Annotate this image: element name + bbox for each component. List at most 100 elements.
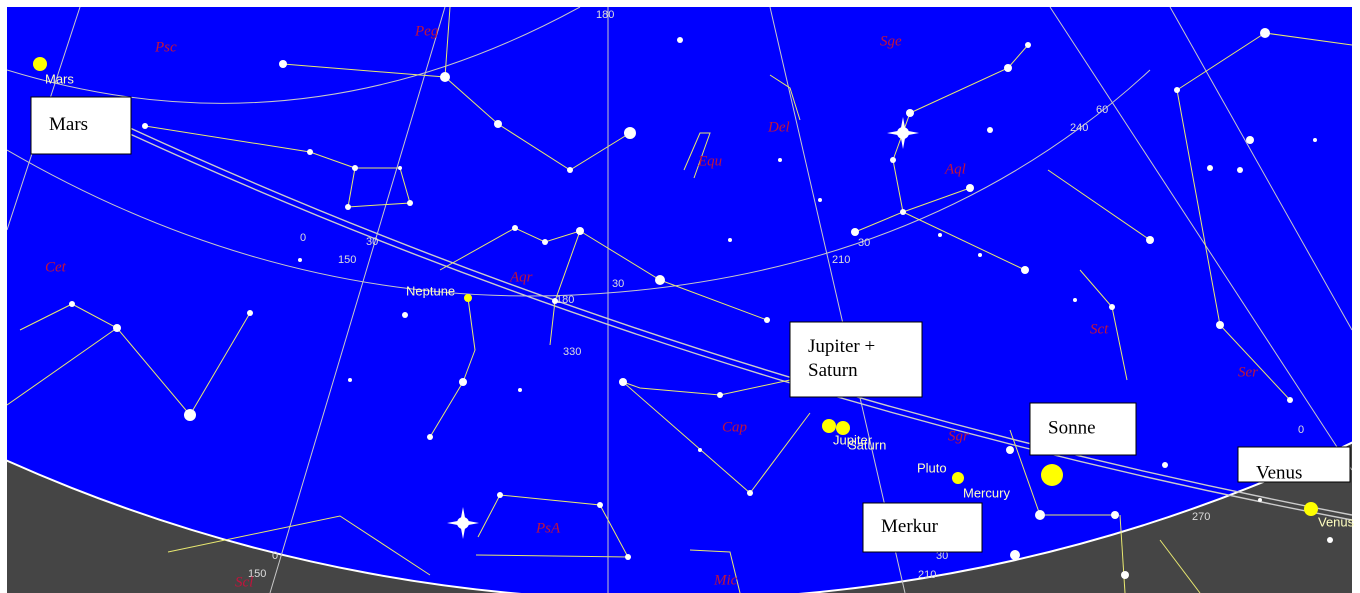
- star: [567, 167, 573, 173]
- bright-star-core: [457, 517, 469, 529]
- star: [1287, 397, 1293, 403]
- callout-box: [30, 96, 132, 155]
- star: [619, 378, 627, 386]
- star: [1162, 462, 1168, 468]
- line: [683, 132, 711, 179]
- star: [352, 165, 358, 171]
- constellation-name: Aql: [944, 161, 966, 177]
- star: [307, 149, 313, 155]
- star: [978, 253, 982, 257]
- star: [1246, 136, 1254, 144]
- star: [1313, 138, 1317, 142]
- star: [1109, 304, 1115, 310]
- line: [1159, 539, 1201, 593]
- grid-label: 210: [832, 254, 850, 266]
- line: [444, 7, 451, 78]
- constellation-name: PsA: [535, 520, 561, 536]
- constellation-name: Sge: [880, 33, 902, 49]
- star: [987, 127, 993, 133]
- callout-box: [862, 502, 983, 553]
- constellation-name: Sgr: [948, 428, 969, 444]
- grid-label: 0: [272, 550, 278, 562]
- grid-label: 30: [612, 278, 624, 290]
- star: [1174, 87, 1180, 93]
- star: [1258, 498, 1262, 502]
- constellation-name: Psc: [154, 39, 177, 55]
- star: [764, 317, 770, 323]
- star: [459, 378, 467, 386]
- star: [938, 233, 942, 237]
- star: [576, 227, 584, 235]
- star: [597, 502, 603, 508]
- line: [769, 7, 906, 593]
- star: [1146, 236, 1154, 244]
- constellation-name: Mic: [713, 572, 738, 588]
- star: [142, 123, 148, 129]
- callout-label: Saturn: [808, 360, 858, 381]
- callout-box: [1029, 402, 1137, 456]
- star: [298, 258, 302, 262]
- star: [402, 312, 408, 318]
- grid-label: 270: [1192, 511, 1210, 523]
- grid-label: 180: [596, 9, 614, 21]
- callout-label: Mars: [49, 114, 88, 135]
- star: [279, 60, 287, 68]
- planet: [1041, 464, 1063, 486]
- star: [398, 166, 402, 170]
- planet: [1304, 502, 1318, 516]
- star: [440, 72, 450, 82]
- grid-label: 30: [858, 237, 870, 249]
- planet-label: Venus: [1318, 514, 1355, 529]
- callout-label: Merkur: [881, 516, 939, 537]
- line: [1049, 7, 1352, 471]
- callout-box: [1237, 446, 1351, 483]
- star: [624, 127, 636, 139]
- ecliptic: [129, 127, 1352, 521]
- line: [1169, 7, 1352, 331]
- star: [348, 378, 352, 382]
- star: [1010, 550, 1020, 560]
- star: [818, 198, 822, 202]
- star: [407, 200, 413, 206]
- star: [113, 324, 121, 332]
- grid-label: 150: [338, 254, 356, 266]
- constellation-name: Scl: [235, 574, 253, 590]
- callout-label: Sonne: [1048, 417, 1096, 438]
- star: [1237, 167, 1243, 173]
- star: [427, 434, 433, 440]
- planet: [836, 421, 850, 435]
- line: [1119, 514, 1126, 593]
- planet: [952, 472, 964, 484]
- line: [439, 227, 581, 346]
- constellation-name: Peg: [414, 23, 439, 39]
- grid-label: 150: [248, 568, 266, 580]
- star: [966, 184, 974, 192]
- star: [247, 310, 253, 316]
- star: [497, 492, 503, 498]
- planet-label: Neptune: [406, 283, 455, 298]
- line: [902, 187, 971, 213]
- grid-label: 240: [1070, 122, 1088, 134]
- planet: [464, 294, 472, 302]
- grid-label: 180: [556, 294, 574, 306]
- grid-label: 30: [366, 236, 378, 248]
- callout-label: Venus: [1256, 462, 1302, 483]
- planet-label: Saturn: [848, 437, 886, 452]
- star: [512, 225, 518, 231]
- star: [890, 157, 896, 163]
- star: [1025, 42, 1031, 48]
- star: [778, 158, 782, 162]
- star: [1021, 266, 1029, 274]
- planet-label: Jupiter: [833, 432, 873, 447]
- planet-label: Mercury: [963, 485, 1010, 500]
- star: [184, 409, 196, 421]
- line: [167, 515, 431, 576]
- star: [900, 209, 906, 215]
- constellation-name: Del: [767, 119, 790, 135]
- star: [1006, 446, 1014, 454]
- line: [7, 69, 1151, 297]
- star: [1216, 321, 1224, 329]
- line: [429, 297, 476, 438]
- star: [1035, 510, 1045, 520]
- callout-box: [789, 321, 923, 398]
